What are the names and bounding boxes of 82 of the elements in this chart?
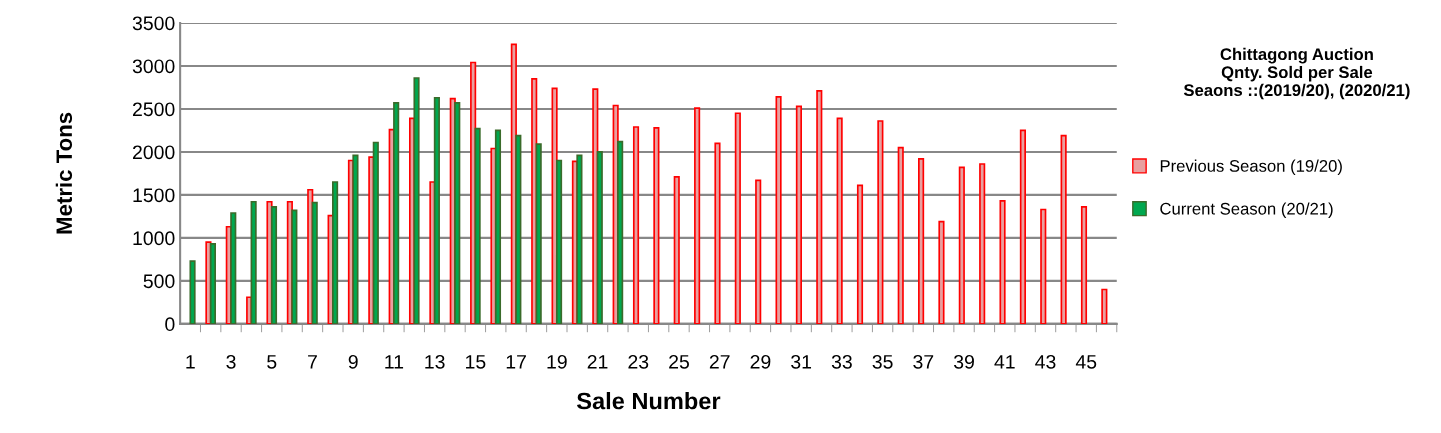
y-tick-label: 1000 (133, 231, 175, 246)
bar (856, 184, 864, 324)
x-tick-label: 39 (953, 354, 974, 369)
bar (474, 127, 481, 324)
bar (535, 143, 542, 324)
bar (332, 181, 339, 324)
y-tick-label: 3000 (132, 59, 175, 74)
bar (1060, 134, 1067, 324)
bar (999, 200, 1006, 324)
x-tick-label: 27 (709, 354, 730, 369)
y-tick-label: 500 (143, 274, 175, 289)
x-tick-label: 23 (628, 354, 649, 369)
bar (311, 201, 318, 324)
bar (454, 102, 461, 324)
x-axis-title: Sale Number (576, 392, 721, 410)
bar (632, 126, 640, 324)
y-tick-label: 0 (165, 317, 175, 332)
bar (734, 112, 741, 324)
x-tick-label: 25 (669, 354, 689, 369)
x-tick-label: 15 (466, 355, 486, 369)
bar (816, 90, 823, 324)
x-tick-label: 3 (226, 354, 236, 369)
bar (775, 96, 782, 324)
x-tick-label: 17 (506, 355, 526, 369)
text: Chittagong Auction Qnty. Sold per Sale Seaons ::(2019/20), (2020/21) (1183, 47, 1410, 100)
y-tick-label: 2500 (132, 102, 175, 117)
bar (795, 105, 802, 324)
bar (673, 176, 680, 324)
x-tick-label: 31 (791, 354, 812, 369)
bar (209, 243, 216, 324)
bar (596, 151, 603, 324)
bar (555, 159, 563, 324)
bar (515, 134, 522, 324)
bar (1101, 288, 1108, 324)
x-tick-label: 9 (348, 354, 358, 369)
bar (413, 77, 420, 324)
x-tick-label: 45 (1075, 355, 1097, 369)
bar (372, 141, 379, 324)
bar (1019, 129, 1026, 324)
x-tick-label: 13 (425, 354, 445, 369)
x-tick-label: 29 (750, 354, 771, 369)
bar (1080, 206, 1088, 324)
legend-label: Previous Season (19/20) (1160, 159, 1342, 176)
bar (291, 209, 298, 324)
legend-label: Current Season (20/21) (1160, 202, 1333, 218)
bar (617, 140, 624, 324)
x-tick-label: 35 (872, 354, 893, 369)
bar (714, 142, 721, 324)
bar (270, 206, 278, 324)
bar (979, 163, 986, 324)
bar (897, 146, 904, 324)
bar (694, 107, 701, 324)
bar (189, 260, 196, 324)
bar (877, 120, 884, 324)
bar (576, 154, 583, 324)
y-tick-label: 2000 (132, 145, 175, 160)
x-tick-label: 1 (186, 355, 195, 369)
bar (918, 157, 925, 324)
bar (352, 154, 359, 324)
bar (230, 212, 237, 324)
x-tick-label: 5 (267, 355, 277, 369)
bar (755, 179, 762, 324)
x-tick-label: 41 (994, 355, 1015, 369)
bar (653, 127, 660, 324)
x-tick-label: 33 (831, 354, 852, 369)
y-tick-label: 1500 (133, 188, 175, 203)
bar (1040, 208, 1047, 324)
bar (433, 96, 440, 324)
x-tick-label: 19 (547, 354, 567, 369)
bar (250, 200, 257, 324)
bar (393, 102, 400, 324)
x-tick-label: 21 (587, 354, 608, 369)
y-axis-title: Metric Tons (55, 112, 73, 234)
bar (938, 220, 945, 324)
bar (958, 166, 965, 324)
bar (836, 117, 843, 324)
bar (494, 129, 502, 324)
x-tick-label: 37 (913, 354, 934, 369)
x-tick-label: 43 (1035, 354, 1056, 369)
y-tick-label: 3500 (132, 16, 175, 31)
x-tick-label: 7 (308, 355, 317, 369)
x-tick-label: 11 (385, 355, 404, 369)
